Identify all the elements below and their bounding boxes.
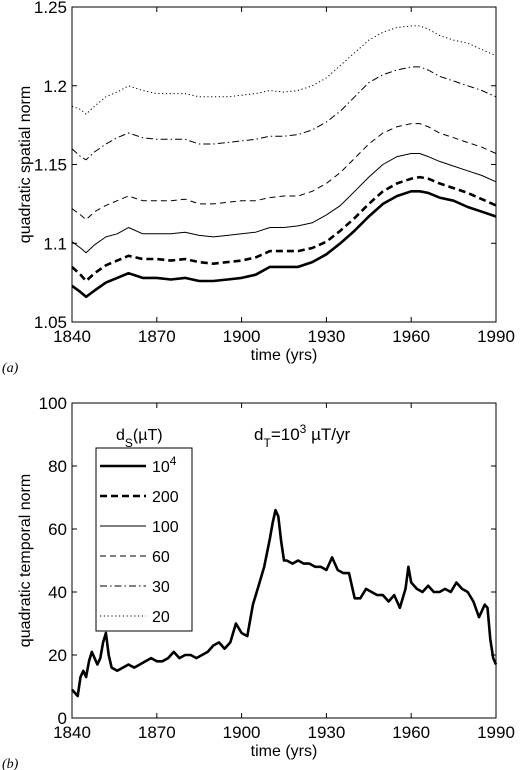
panel-a-y-axis-label: quadratic spatial norm [17,86,34,243]
panel-b-x-tick-label: 1870 [138,723,176,742]
panel-b-plot-frame [71,402,497,719]
panel-a-series-line [71,190,497,299]
panel-b-y-tick-label: 100 [39,394,67,413]
panel-b-y-axis-label: quadratic temporal norm [17,474,34,647]
panel-a-y-tick-label: 1.15 [34,156,67,175]
panel-a-x-axis-label: time (yrs) [251,347,318,364]
panel-b-series-line [71,508,498,698]
legend-entry-label: 100 [152,519,179,536]
panel-b-y-tick-label: 40 [48,583,67,602]
panel-a-x-tick-label: 1960 [392,327,430,346]
panel-b-y-tick-label: 80 [48,457,67,476]
panel-a-x-tick-label: 1840 [53,327,91,346]
panel-b-x-tick-label: 1900 [223,723,261,742]
panel-a-x-tick-label: 1900 [223,327,261,346]
panel-b-x-tick-label: 1840 [53,723,91,742]
legend-entry-label: 200 [152,489,179,506]
panel-b-x-axis-label: time (yrs) [251,743,318,760]
panel-a-series-line [71,153,497,254]
panel-a-y-tick-label: 1.2 [43,77,67,96]
panel-a-series-line [71,175,497,283]
panel-b-y-tick-label: 20 [48,646,67,665]
legend-title: dS(µT) [116,427,163,450]
panel-b-annotation: dT=103 µT/yr [254,422,350,450]
panel-a-y-tick-label: 1.1 [43,234,67,253]
panel-b-x-tick-label: 1960 [392,723,430,742]
panel-a-series-line [71,123,497,221]
panel-b-x-tick-label: 1930 [307,723,345,742]
panel-a-series-line [71,66,497,161]
legend-entry-label: 104 [152,454,177,476]
panel-b-x-tick-label: 1990 [477,723,515,742]
panel-a-panel-label: (a) [2,361,19,376]
panel-b-chart: 1840 1870 1900 1930 1960 1990 0 20 40 60 80 100 time… [2,394,515,770]
panel-a-series-line [71,25,497,115]
panel-b-y-tick-label: 0 [58,709,67,728]
panel-b-y-tick-label: 60 [48,520,67,539]
panel-a-y-tick-label: 1.25 [34,0,67,17]
panel-a-x-tick-label: 1930 [307,327,345,346]
legend-entry-label: 30 [152,579,170,596]
legend-entry-label: 60 [152,549,170,566]
legend-entry-label: 20 [152,609,170,626]
legend-box [95,447,193,632]
panel-a-y-tick-label: 1.05 [34,313,67,332]
panel-a-x-tick-label: 1990 [477,327,515,346]
panel-b-panel-label: (b) [2,757,19,770]
panel-a-chart: 1840 1870 1900 1930 1960 1990 1.05 1.1 1.15 1.2 1.… [2,0,515,376]
panel-a-x-tick-label: 1870 [138,327,176,346]
